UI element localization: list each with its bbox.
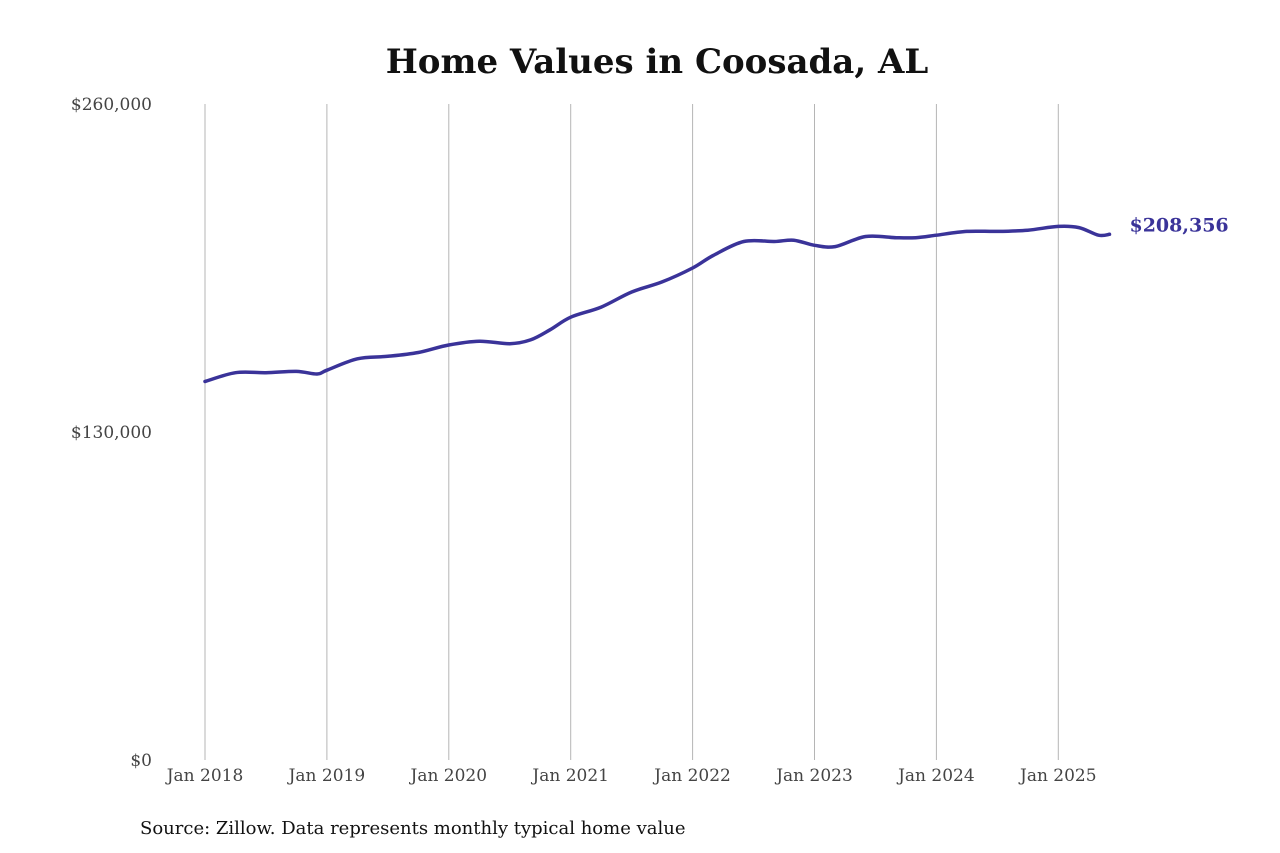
x-tick-label: Jan 2018 bbox=[165, 766, 244, 786]
x-tick-label: Jan 2021 bbox=[530, 766, 609, 786]
y-tick-label: $260,000 bbox=[71, 95, 152, 115]
y-axis: $260,000 $130,000 $0 bbox=[71, 95, 152, 771]
end-value-label: $208,356 bbox=[1129, 214, 1228, 236]
x-tick-label: Jan 2023 bbox=[774, 766, 853, 786]
x-axis: Jan 2018 Jan 2019 Jan 2020 Jan 2021 Jan 2022… bbox=[165, 766, 1097, 786]
x-tick-label: Jan 2019 bbox=[287, 766, 366, 786]
y-tick-label: $0 bbox=[130, 751, 152, 771]
x-tick-label: Jan 2024 bbox=[896, 766, 975, 786]
source-note: Source: Zillow. Data represents monthly … bbox=[140, 818, 686, 839]
x-tick-label: Jan 2025 bbox=[1018, 766, 1097, 786]
y-tick-label: $130,000 bbox=[71, 423, 152, 443]
home-value-line bbox=[203, 224, 1112, 384]
x-tick-label: Jan 2020 bbox=[409, 766, 488, 786]
chart-title: Home Values in Coosada, AL bbox=[386, 42, 929, 82]
x-tick-label: Jan 2022 bbox=[652, 766, 731, 786]
grid-lines bbox=[204, 104, 1059, 760]
